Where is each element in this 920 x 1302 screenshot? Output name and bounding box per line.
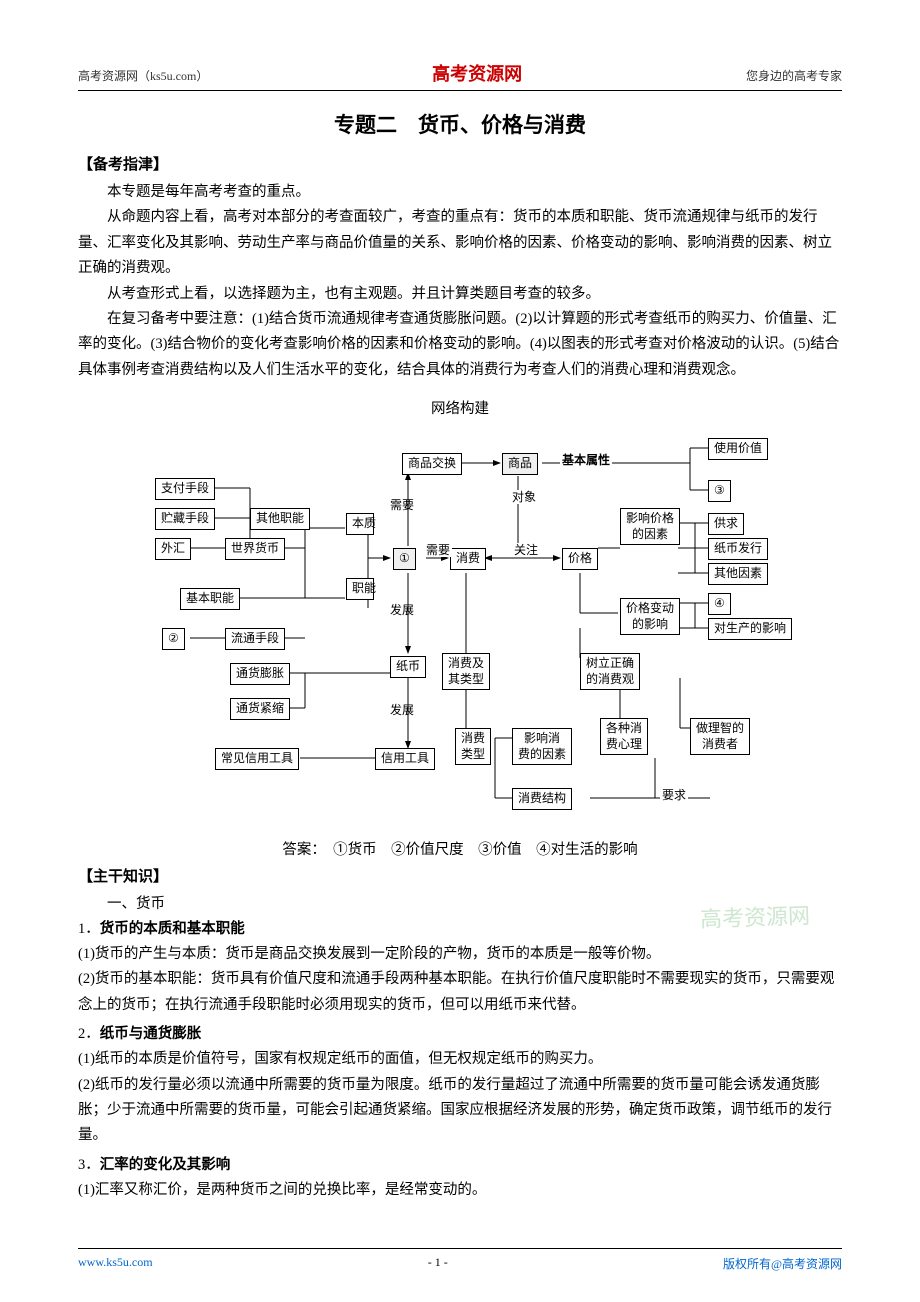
diagram-title: 网络构建 bbox=[78, 397, 842, 418]
page-footer: www.ks5u.com - 1 - 版权所有@高考资源网 bbox=[78, 1248, 842, 1272]
concept-diagram: 支付手段 贮藏手段 其他职能 外汇 世界货币 基本职能 ② 流通手段 通货膨胀 … bbox=[150, 428, 770, 828]
label-develop-1: 发展 bbox=[388, 603, 406, 617]
h1-p1: (1)货币的产生与本质：货币是商品交换发展到一定阶段的产物，货币的本质是一般等价… bbox=[78, 942, 842, 967]
node-exchange: 商品交换 bbox=[402, 453, 462, 475]
node-inflation: 通货膨胀 bbox=[230, 663, 290, 685]
node-essence: 本质 bbox=[346, 513, 374, 535]
node-paper-money: 纸币 bbox=[390, 656, 426, 678]
intro-p1: 本专题是每年高考考查的重点。 bbox=[78, 180, 842, 205]
node-psychology: 各种消 费心理 bbox=[600, 718, 648, 755]
intro-p3: 从考查形式上看，以选择题为主，也有主观题。并且计算类题目考查的较多。 bbox=[78, 282, 842, 307]
h3-p1: (1)汇率又称汇价，是两种货币之间的兑换比率，是经常变动的。 bbox=[78, 1178, 842, 1203]
node-use-value: 使用价值 bbox=[708, 438, 768, 460]
node-consumption: 消费 bbox=[450, 548, 486, 570]
node-consumption-types: 消费及 其类型 bbox=[442, 653, 490, 690]
node-production-impact: 对生产的影响 bbox=[708, 618, 792, 640]
node-payment: 支付手段 bbox=[155, 478, 215, 500]
node-blank-4: ④ bbox=[708, 593, 731, 615]
page-header: 高考资源网（ks5u.com） 高考资源网 您身边的高考专家 bbox=[78, 60, 842, 91]
node-rational: 做理智的 消费者 bbox=[690, 718, 750, 755]
node-blank-2: ② bbox=[162, 628, 185, 650]
intro-p4: 在复习备考中要注意：(1)结合货币流通规律考查通货膨胀问题。(2)以计算题的形式… bbox=[78, 307, 842, 383]
node-consume-type: 消费 类型 bbox=[455, 728, 491, 765]
node-paper-issue: 纸币发行 bbox=[708, 538, 768, 560]
node-credit-tools: 常见信用工具 bbox=[215, 748, 299, 770]
node-right-view: 树立正确 的消费观 bbox=[580, 653, 640, 690]
node-other-func: 其他职能 bbox=[250, 508, 310, 530]
node-function: 职能 bbox=[346, 578, 374, 600]
node-world-currency: 世界货币 bbox=[225, 538, 285, 560]
heading-2: 2．纸币与通货膨胀 bbox=[78, 1022, 842, 1043]
diagram-answer: 答案： ①货币 ②价值尺度 ③价值 ④对生活的影响 bbox=[78, 838, 842, 859]
node-price: 价格 bbox=[562, 548, 598, 570]
watermark: 高考资源网 bbox=[699, 898, 810, 934]
section-heading-1: 【备考指津】 bbox=[78, 153, 842, 174]
node-price-change: 价格变动 的影响 bbox=[620, 598, 680, 635]
node-deflation: 通货紧缩 bbox=[230, 698, 290, 720]
label-need-2: 需要 bbox=[424, 543, 452, 557]
label-require: 要求 bbox=[660, 788, 688, 802]
node-blank-1: ① bbox=[393, 548, 416, 570]
header-left: 高考资源网（ks5u.com） bbox=[78, 67, 208, 84]
label-develop-2: 发展 bbox=[388, 703, 406, 717]
node-commodity: 商品 bbox=[502, 453, 538, 475]
header-center: 高考资源网 bbox=[432, 60, 522, 86]
intro-body: 本专题是每年高考考查的重点。 从命题内容上看，高考对本部分的考查面较广，考查的重… bbox=[78, 180, 842, 383]
header-right: 您身边的高考专家 bbox=[746, 67, 842, 84]
node-consume-structure: 消费结构 bbox=[512, 788, 572, 810]
h2-p2: (2)纸币的发行量必须以流通中所需要的货币量为限度。纸币的发行量超过了流通中所需… bbox=[78, 1073, 842, 1149]
label-need-1: 需要 bbox=[388, 498, 406, 512]
node-consume-factors: 影响消 费的因素 bbox=[512, 728, 572, 765]
footer-center: - 1 - bbox=[428, 1255, 448, 1272]
intro-p2: 从命题内容上看，高考对本部分的考查面较广，考查的重点有：货币的本质和职能、货币流… bbox=[78, 205, 842, 281]
footer-right: 版权所有@高考资源网 bbox=[723, 1255, 842, 1272]
section-heading-2: 【主干知识】 bbox=[78, 865, 842, 886]
node-other-factor: 其他因素 bbox=[708, 563, 768, 585]
node-basic-func: 基本职能 bbox=[180, 588, 240, 610]
heading-3: 3．汇率的变化及其影响 bbox=[78, 1153, 842, 1174]
node-circulation: 流通手段 bbox=[225, 628, 285, 650]
h2-p1: (1)纸币的本质是价值符号，国家有权规定纸币的面值，但无权规定纸币的购买力。 bbox=[78, 1047, 842, 1072]
footer-left: www.ks5u.com bbox=[78, 1255, 153, 1272]
h1-p2: (2)货币的基本职能：货币具有价值尺度和流通手段两种基本职能。在执行价值尺度职能… bbox=[78, 967, 842, 1018]
label-object: 对象 bbox=[510, 490, 528, 504]
node-credit-tool: 信用工具 bbox=[375, 748, 435, 770]
node-supply-demand: 供求 bbox=[708, 513, 744, 535]
label-attention: 关注 bbox=[512, 543, 540, 557]
node-price-factors: 影响价格 的因素 bbox=[620, 508, 680, 545]
main-title: 专题二 货币、价格与消费 bbox=[78, 109, 842, 139]
node-store: 贮藏手段 bbox=[155, 508, 215, 530]
label-basic-attr: 基本属性 bbox=[560, 453, 612, 467]
node-forex: 外汇 bbox=[155, 538, 191, 560]
node-blank-3: ③ bbox=[708, 480, 731, 502]
